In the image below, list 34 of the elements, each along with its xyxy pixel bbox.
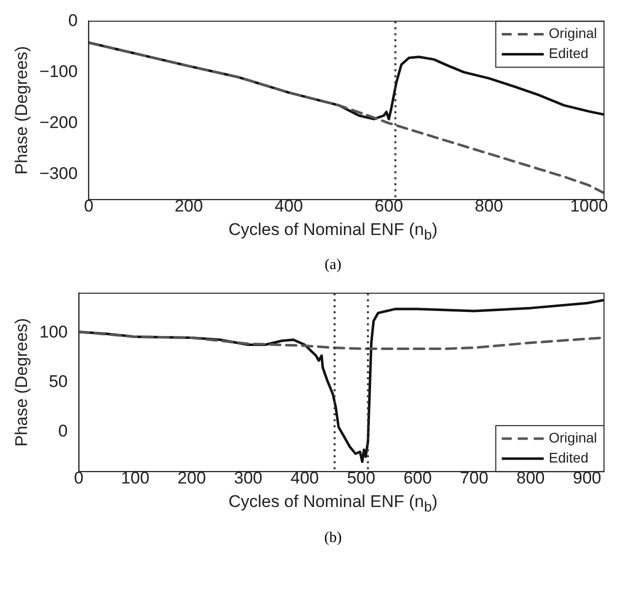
y-tick-label: 0	[58, 422, 68, 442]
legend-label: Original	[548, 25, 598, 42]
text: (b)	[323, 530, 343, 547]
x-tick-label: 200	[178, 468, 206, 488]
line-series	[88, 41, 604, 194]
x-tick-label: 600	[374, 196, 404, 216]
x-tick-label: 400	[274, 196, 303, 216]
line-series	[78, 330, 604, 350]
y-tick-label: −300	[39, 164, 78, 183]
x-tick-label: 700	[460, 468, 488, 488]
x-tick-label: 800	[516, 468, 545, 488]
legend-label: Original	[548, 430, 598, 446]
x-tick-label: 600	[403, 468, 432, 488]
x-tick-label: 500	[346, 468, 376, 488]
x-tick-label: 400	[290, 468, 319, 488]
y-tick-label: −100	[39, 62, 78, 81]
legend-label: Edited	[548, 45, 588, 62]
x-tick-label: 200	[174, 196, 203, 216]
x-tick-label: 300	[234, 468, 262, 488]
y-tick-label: 0	[68, 10, 78, 30]
x-tick-label: 900	[572, 468, 602, 488]
y-tick-label: 100	[39, 322, 68, 342]
y-axis-title: Phase (Degrees)	[12, 46, 31, 175]
text: (a)	[324, 257, 342, 274]
x-tick-label: 100	[121, 468, 150, 488]
x-tick-label: 800	[474, 196, 504, 216]
x-tick-label: 1000	[570, 196, 608, 216]
x-tick-label: 0	[84, 196, 94, 216]
y-tick-label: −200	[39, 112, 78, 132]
y-tick-label: 50	[48, 372, 68, 392]
legend-label: Edited	[548, 450, 588, 466]
x-axis-title: Cycles of Nominal ENF (n$_{b}$)	[227, 492, 439, 516]
x-axis-title: Cycles of Nominal ENF (n$_{b}$)	[227, 220, 439, 244]
y-axis-title: Phase (Degrees)	[12, 318, 31, 448]
